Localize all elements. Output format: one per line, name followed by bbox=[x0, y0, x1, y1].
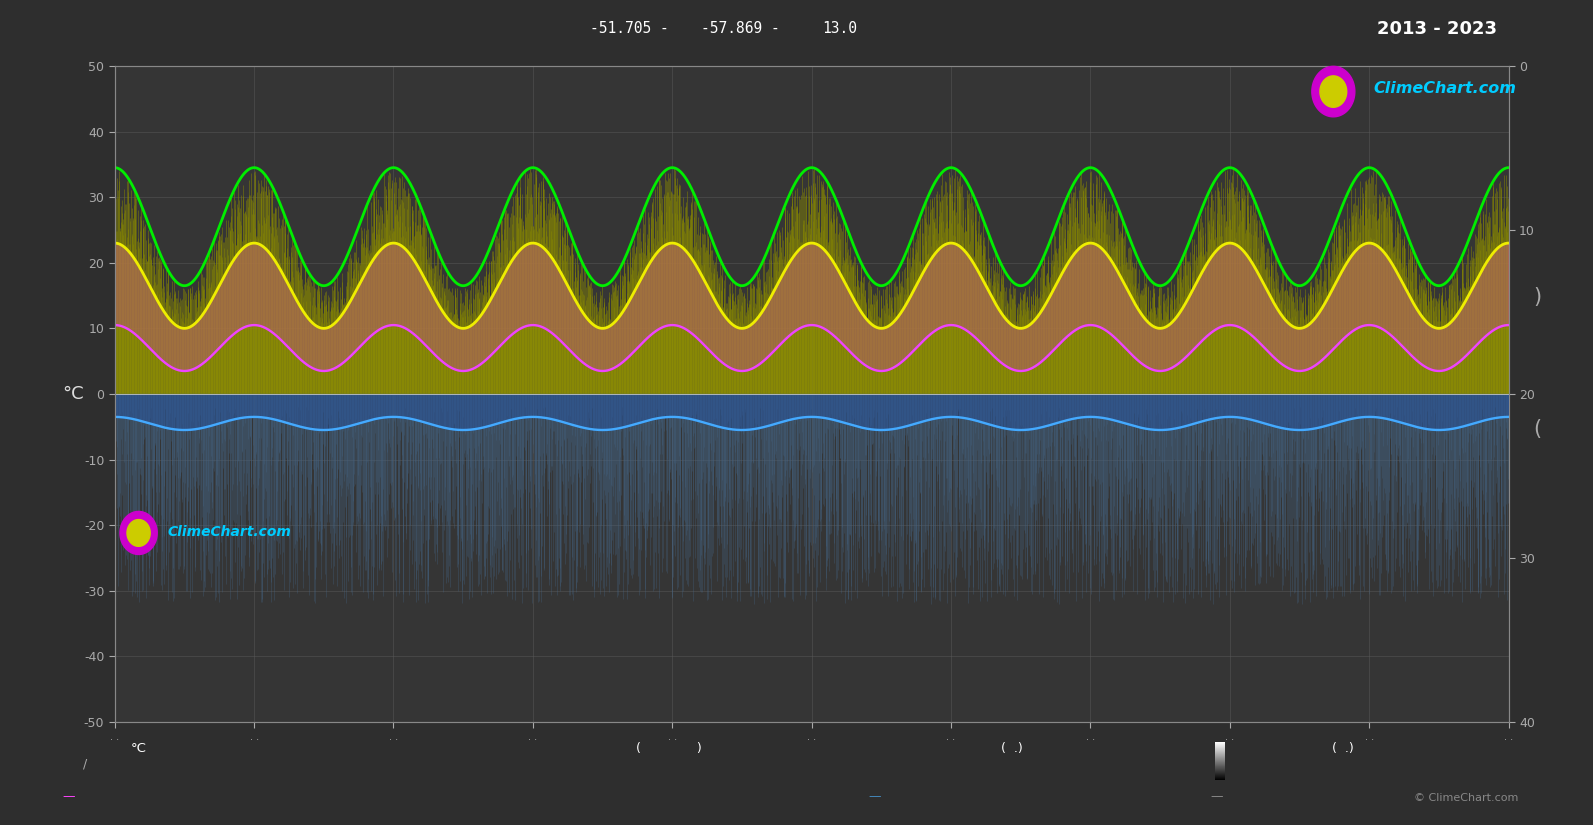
Text: © ClimeChart.com: © ClimeChart.com bbox=[1413, 793, 1518, 803]
Text: ): ) bbox=[1532, 287, 1542, 307]
Y-axis label: °C: °C bbox=[62, 385, 83, 403]
Polygon shape bbox=[1313, 66, 1354, 117]
Text: (: ( bbox=[1532, 419, 1542, 439]
Text: (  .): ( .) bbox=[1000, 742, 1023, 755]
Text: (  .): ( .) bbox=[1332, 742, 1354, 755]
Text: °C: °C bbox=[131, 742, 147, 755]
Text: —: — bbox=[62, 790, 75, 803]
Text: —: — bbox=[868, 790, 881, 803]
Text: /: / bbox=[83, 757, 88, 771]
Text: 2013 - 2023: 2013 - 2023 bbox=[1378, 20, 1497, 38]
Text: ClimeChart.com: ClimeChart.com bbox=[167, 526, 292, 539]
Polygon shape bbox=[119, 512, 158, 554]
Text: -51.705 -: -51.705 - bbox=[589, 21, 669, 36]
Polygon shape bbox=[1321, 76, 1346, 107]
Text: ClimeChart.com: ClimeChart.com bbox=[1373, 81, 1517, 96]
Text: 13.0: 13.0 bbox=[822, 21, 857, 36]
Text: -57.869 -: -57.869 - bbox=[701, 21, 781, 36]
Text: (              ): ( ) bbox=[636, 742, 703, 755]
Polygon shape bbox=[127, 520, 150, 546]
Text: —: — bbox=[1211, 790, 1223, 803]
